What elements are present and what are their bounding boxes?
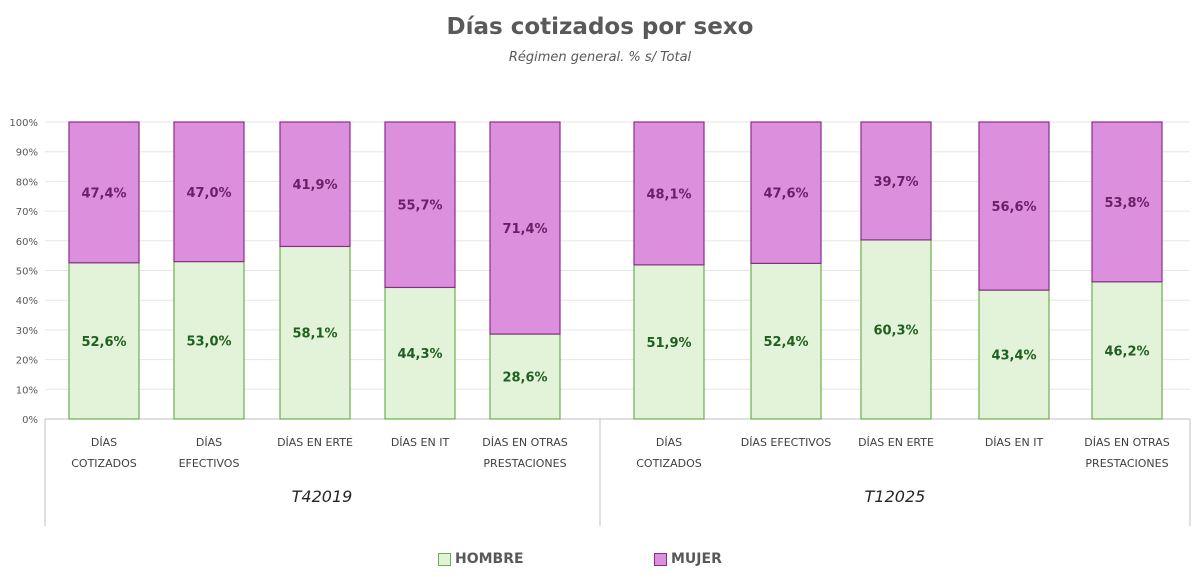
y-tick-label: 20% [16,356,38,367]
legend-swatch-hombre [438,552,451,566]
y-tick-label: 90% [16,148,38,159]
bar-mujer [978,121,1050,291]
y-tick-label: 50% [16,267,38,278]
data-label-mujer: 47,4% [81,186,126,201]
bar-mujer [1091,121,1163,283]
y-tick-label: 80% [16,177,38,188]
bar-hombre [173,260,245,420]
data-label-mujer: 41,9% [292,178,337,193]
data-label-hombre: 46,2% [1104,344,1149,359]
y-tick-label: 100% [9,118,38,129]
category-label: PRESTACIONES [1085,457,1168,470]
category-label: DÍAS [196,436,222,449]
data-label-hombre: 58,1% [292,327,337,342]
data-label-hombre: 51,9% [646,336,691,351]
y-tick-label: 60% [16,237,38,248]
category-label: DÍAS EN OTRAS [1084,436,1169,449]
category-label: DÍAS EFECTIVOS [741,436,832,449]
data-label-mujer: 47,0% [186,186,231,201]
data-label-mujer: 48,1% [646,187,691,202]
data-label-mujer: 39,7% [873,175,918,190]
category-label: DÍAS [91,436,117,449]
data-label-hombre: 28,6% [502,371,547,386]
legend-item-mujer: MUJER [654,551,722,567]
data-label-mujer: 47,6% [763,187,808,202]
data-label-mujer: 71,4% [502,222,547,237]
data-label-hombre: 43,4% [991,349,1036,364]
category-label: DÍAS EN IT [985,436,1044,449]
category-label: COTIZADOS [636,457,701,470]
legend-swatch-mujer [654,552,667,566]
y-tick-label: 70% [16,207,38,218]
data-label-mujer: 55,7% [397,199,442,214]
bar-hombre [633,264,705,420]
data-label-hombre: 60,3% [873,323,918,338]
data-label-hombre: 53,0% [186,334,231,349]
group-label: T42019 [292,487,353,506]
bar-mujer [633,121,705,266]
legend-label-hombre: HOMBRE [455,551,524,567]
category-label: DÍAS EN IT [391,436,450,449]
bar-hombre [68,262,140,420]
y-tick-label: 10% [16,385,38,396]
category-label: DÍAS EN OTRAS [482,436,567,449]
data-label-hombre: 52,4% [763,335,808,350]
category-label: DÍAS EN ERTE [277,436,353,449]
group-label: T12025 [865,487,926,506]
legend-item-hombre: HOMBRE [438,551,524,567]
data-label-hombre: 44,3% [397,347,442,362]
legend-label-mujer: MUJER [671,551,722,567]
bar-hombre [978,289,1050,420]
y-tick-label: 0% [22,415,38,426]
bar-mujer [750,121,822,264]
chart-title: Días cotizados por sexo [446,14,754,40]
data-label-mujer: 56,6% [991,200,1036,215]
data-label-mujer: 53,8% [1104,196,1149,211]
bar-mujer [489,121,561,335]
bar-mujer [68,121,140,264]
category-label: DÍAS EN ERTE [858,436,934,449]
y-tick-label: 40% [16,296,38,307]
category-label: PRESTACIONES [483,457,566,470]
bar-mujer [860,121,932,241]
bar-mujer [279,121,351,248]
bar-mujer [173,121,245,263]
category-label: EFECTIVOS [179,457,240,470]
bar-mujer [384,121,456,289]
bar-hombre [384,286,456,420]
chart-subtitle: Régimen general. % s/ Total [508,50,692,65]
bar-hombre [860,239,932,420]
data-label-hombre: 52,6% [81,335,126,350]
category-label: DÍAS [656,436,682,449]
y-tick-label: 30% [16,326,38,337]
category-label: COTIZADOS [71,457,136,470]
bar-hombre [750,262,822,420]
bar-hombre [1091,281,1163,420]
